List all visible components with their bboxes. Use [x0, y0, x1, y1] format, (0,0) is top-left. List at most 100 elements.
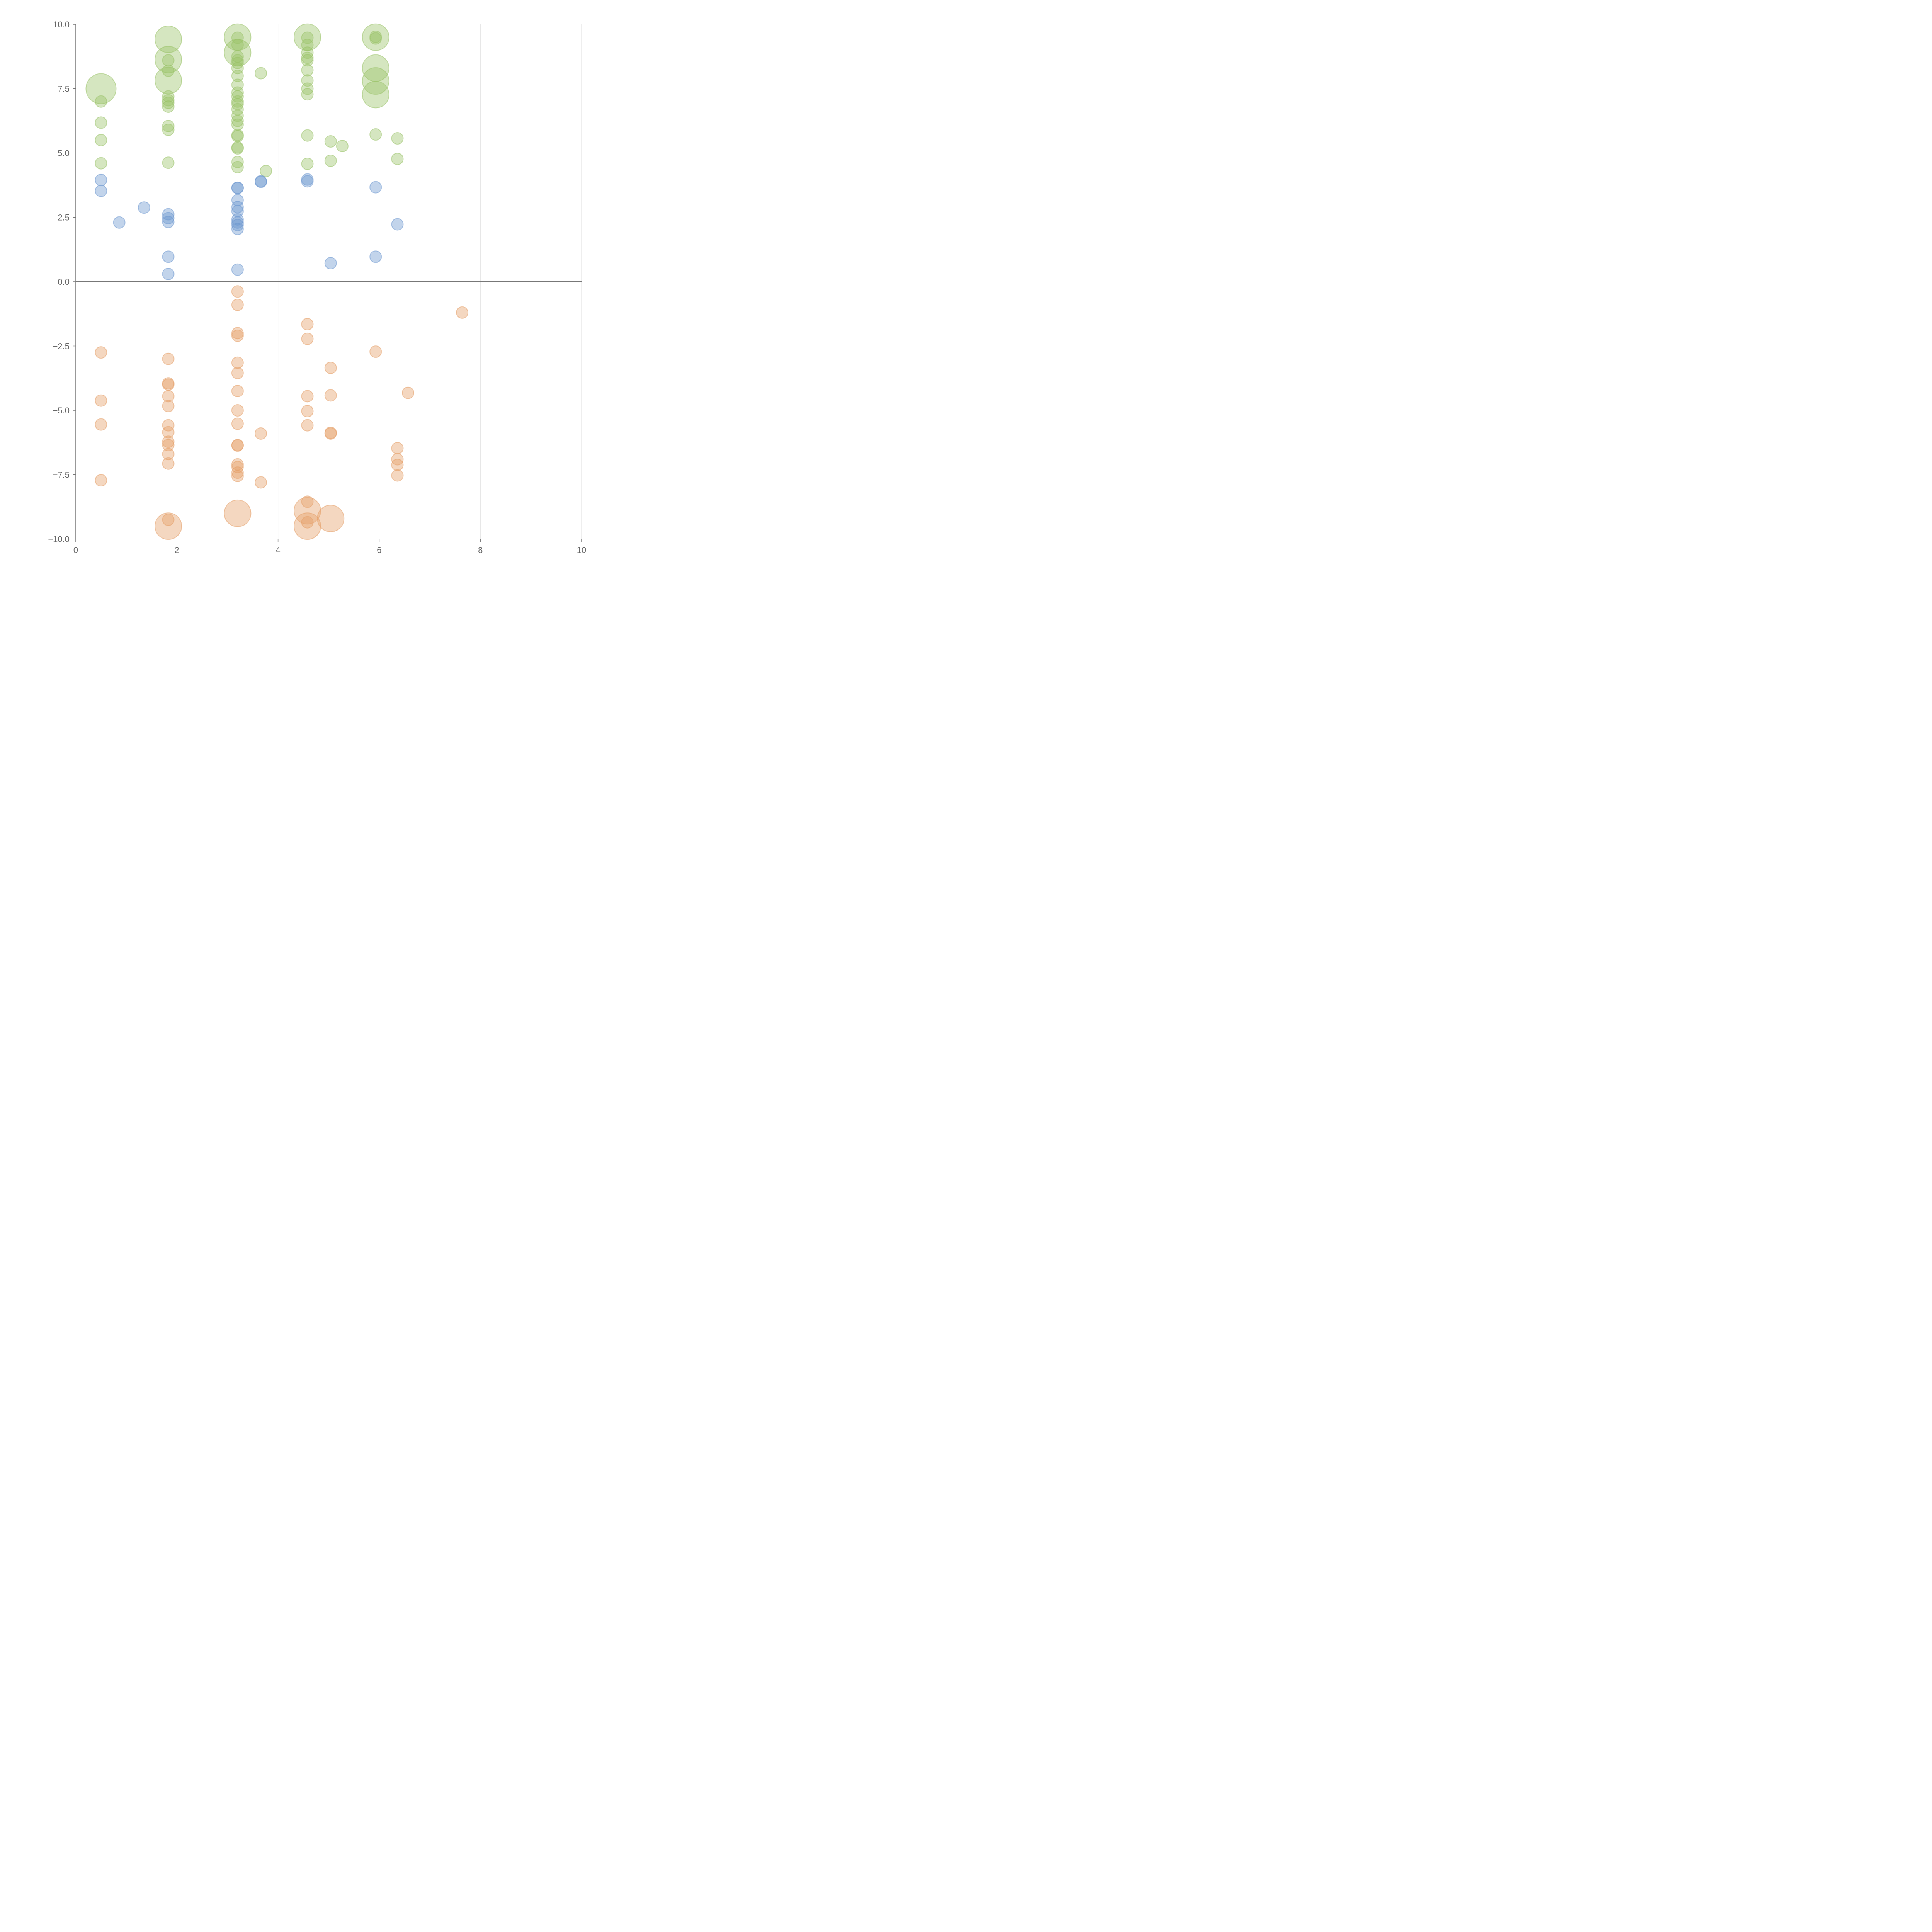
green-point	[155, 26, 182, 53]
orange-point	[162, 419, 175, 432]
orange-point	[231, 367, 244, 379]
green-point	[162, 120, 175, 133]
orange-point	[162, 439, 175, 451]
blue-point	[255, 175, 267, 188]
x-tick-label: 0	[73, 545, 78, 555]
green-point	[369, 128, 382, 141]
orange-point	[294, 497, 321, 525]
orange-point	[162, 390, 175, 403]
x-tick-label: 6	[377, 545, 381, 555]
orange-point	[402, 386, 415, 399]
orange-point	[231, 285, 244, 298]
green-point	[231, 114, 244, 127]
green-point	[391, 153, 404, 165]
y-tick-label: −5.0	[53, 406, 70, 415]
orange-point	[324, 362, 337, 374]
orange-point	[231, 469, 244, 482]
chart-container: 10.0 7.5 5.0 2.5 0.0 −2.5 −5.0 −7.5 −10.0 0 2 4 6 8 10	[0, 0, 599, 599]
blue-point	[231, 201, 244, 213]
green-point	[231, 56, 244, 69]
green-point	[391, 132, 404, 145]
green-point	[301, 88, 314, 101]
orange-point	[301, 516, 314, 529]
orange-point	[391, 459, 404, 471]
orange-point	[456, 306, 469, 319]
green-point	[231, 118, 244, 131]
blue-point	[162, 216, 175, 228]
green-point	[231, 31, 244, 44]
green-point	[336, 140, 349, 153]
orange-point	[317, 505, 345, 532]
green-point	[255, 67, 267, 80]
blue-point	[324, 257, 337, 270]
orange-point	[231, 417, 244, 430]
x-tick-label: 2	[175, 545, 179, 555]
green-point	[301, 129, 314, 142]
green-point	[231, 161, 244, 173]
green-point	[95, 95, 107, 108]
green-point	[162, 124, 175, 136]
green-point	[324, 135, 337, 148]
blue-point	[231, 263, 244, 276]
orange-point	[162, 378, 175, 391]
green-point	[162, 90, 175, 103]
blue-point	[162, 212, 175, 224]
blue-point	[231, 219, 244, 231]
green-point	[95, 134, 107, 146]
orange-point	[162, 457, 175, 470]
green-point	[231, 70, 244, 82]
orange-point	[162, 435, 175, 448]
orange-point	[224, 499, 252, 527]
green-point	[231, 39, 244, 51]
scatter-chart: 10.0 7.5 5.0 2.5 0.0 −2.5 −5.0 −7.5 −10.00 2 4 6 8 10	[48, 20, 586, 555]
green-point	[162, 94, 175, 107]
green-point	[231, 130, 244, 143]
orange-point	[301, 495, 314, 508]
green-point	[162, 64, 175, 77]
orange-point	[231, 466, 244, 479]
orange-point	[231, 404, 244, 417]
orange-point	[301, 332, 314, 345]
orange-point	[155, 512, 182, 540]
green-point	[162, 156, 175, 169]
orange-point	[391, 469, 404, 482]
green-point	[155, 46, 182, 73]
orange-point	[301, 318, 314, 330]
orange-point	[231, 356, 244, 369]
blue-point	[231, 223, 244, 235]
orange-point	[369, 345, 382, 358]
green-point	[301, 54, 314, 67]
orange-point	[95, 346, 107, 359]
x-tick-label: 4	[276, 545, 280, 555]
blue-point	[162, 268, 175, 281]
orange-point	[231, 329, 244, 342]
green-point	[301, 31, 314, 44]
blue-point	[369, 181, 382, 194]
orange-point	[162, 448, 175, 461]
blue-point	[369, 250, 382, 263]
blue-point	[231, 194, 244, 206]
y-tick-label: 5.0	[58, 148, 70, 158]
orange-point	[255, 427, 267, 440]
orange-point	[162, 400, 175, 412]
green-point	[301, 51, 314, 64]
orange-point	[95, 474, 107, 487]
orange-point	[231, 385, 244, 398]
blue-point	[301, 175, 314, 188]
green-point	[85, 73, 117, 104]
y-tick-label: 2.5	[58, 213, 70, 223]
green-point	[369, 32, 382, 45]
x-tick-label: 10	[577, 545, 586, 555]
blue-point	[162, 250, 175, 263]
y-tick-label: 7.5	[58, 84, 70, 94]
orange-point	[255, 476, 267, 489]
green-point	[95, 116, 107, 129]
green-point	[231, 156, 244, 168]
y-tick-label: −10.0	[48, 534, 70, 544]
data-points	[85, 23, 469, 540]
orange-point	[231, 327, 244, 340]
orange-point	[231, 298, 244, 311]
axes: 10.0 7.5 5.0 2.5 0.0 −2.5 −5.0 −7.5 −10.00 2 4 6 8 10	[48, 20, 586, 555]
green-point	[162, 97, 175, 109]
green-point	[301, 157, 314, 170]
